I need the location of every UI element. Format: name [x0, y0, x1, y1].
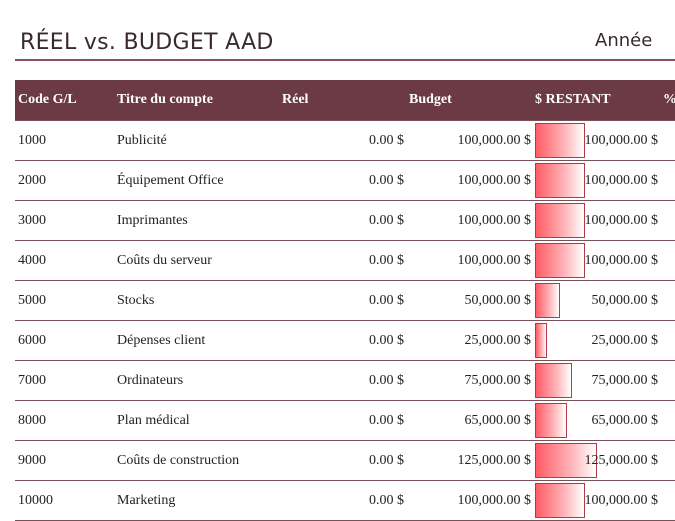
table-body: 1000 Publicité 0.00 $ 100,000.00 $ 100,000.0…	[15, 120, 675, 521]
account-code: 3000	[18, 213, 46, 228]
actual-amount: 0.00 $	[369, 413, 404, 428]
remaining-amount: 75,000.00 $	[591, 373, 659, 388]
account-title: Coûts du serveur	[117, 253, 212, 268]
remaining-amount: 100,000.00 $	[584, 253, 659, 268]
remaining-data-bar	[535, 243, 585, 278]
account-title: Publicité	[117, 133, 167, 148]
budget-amount: 100,000.00 $	[457, 173, 532, 188]
column-header-remaining[interactable]: $ RESTANT	[535, 92, 611, 107]
column-header-actual[interactable]: Réel	[282, 92, 309, 107]
remaining-amount: 100,000.00 $	[584, 133, 659, 148]
budget-amount: 25,000.00 $	[464, 333, 532, 348]
remaining-data-bar	[535, 163, 585, 198]
account-title: Stocks	[117, 293, 155, 308]
remaining-amount: 65,000.00 $	[591, 413, 659, 428]
actual-amount: 0.00 $	[369, 333, 404, 348]
remaining-amount: 100,000.00 $	[584, 213, 659, 228]
table-row[interactable]: 10000 Marketing 0.00 $ 100,000.00 $ 100,000.…	[15, 481, 675, 521]
budget-amount: 125,000.00 $	[457, 453, 532, 468]
remaining-data-bar	[535, 203, 585, 238]
table-row[interactable]: 4000 Coûts du serveur 0.00 $ 100,000.00 $ 10…	[15, 241, 675, 281]
table-row[interactable]: 2000 Équipement Office 0.00 $ 100,000.00 $ 1…	[15, 161, 675, 201]
column-header-account-title[interactable]: Titre du compte	[117, 92, 213, 107]
account-code: 1000	[18, 133, 46, 148]
actual-amount: 0.00 $	[369, 133, 404, 148]
page-title: RÉEL vs. BUDGET AAD	[20, 30, 274, 55]
budget-amount: 100,000.00 $	[457, 253, 532, 268]
actual-amount: 0.00 $	[369, 213, 404, 228]
remaining-data-bar	[535, 443, 597, 478]
budget-amount: 100,000.00 $	[457, 213, 532, 228]
remaining-data-bar	[535, 403, 567, 438]
column-header-code[interactable]: Code G/L	[18, 92, 77, 107]
table-row[interactable]: 3000 Imprimantes 0.00 $ 100,000.00 $ 100,000…	[15, 201, 675, 241]
account-code: 2000	[18, 173, 46, 188]
actual-amount: 0.00 $	[369, 373, 404, 388]
account-title: Équipement Office	[117, 173, 224, 188]
account-code: 9000	[18, 453, 46, 468]
column-header-budget[interactable]: Budget	[409, 92, 452, 107]
budget-amount: 75,000.00 $	[464, 373, 532, 388]
remaining-data-bar	[535, 323, 547, 358]
account-code: 7000	[18, 373, 46, 388]
budget-amount: 100,000.00 $	[457, 133, 532, 148]
column-header-percent[interactable]: %	[663, 92, 675, 108]
account-title: Plan médical	[117, 413, 190, 428]
actual-amount: 0.00 $	[369, 493, 404, 508]
account-title: Imprimantes	[117, 213, 188, 228]
table-row[interactable]: 6000 Dépenses client 0.00 $ 25,000.00 $ 25,0…	[15, 321, 675, 361]
title-divider	[15, 59, 675, 61]
budget-table: Code G/L Titre du compte Réel Budget $ R…	[15, 80, 675, 521]
actual-amount: 0.00 $	[369, 173, 404, 188]
budget-amount: 50,000.00 $	[464, 293, 532, 308]
table-row[interactable]: 9000 Coûts de construction 0.00 $ 125,000.0…	[15, 441, 675, 481]
remaining-amount: 100,000.00 $	[584, 493, 659, 508]
remaining-data-bar	[535, 123, 585, 158]
table-row[interactable]: 5000 Stocks 0.00 $ 50,000.00 $ 50,000.00 $	[15, 281, 675, 321]
remaining-data-bar	[535, 363, 572, 398]
table-row[interactable]: 1000 Publicité 0.00 $ 100,000.00 $ 100,000.0…	[15, 120, 675, 161]
account-code: 5000	[18, 293, 46, 308]
account-title: Ordinateurs	[117, 373, 184, 388]
account-title: Coûts de construction	[117, 453, 240, 468]
actual-amount: 0.00 $	[369, 453, 404, 468]
budget-amount: 100,000.00 $	[457, 493, 532, 508]
account-code: 4000	[18, 253, 46, 268]
budget-amount: 65,000.00 $	[464, 413, 532, 428]
remaining-data-bar	[535, 283, 560, 318]
table-header: Code G/L Titre du compte Réel Budget $ R…	[15, 80, 675, 120]
actual-amount: 0.00 $	[369, 253, 404, 268]
table-row[interactable]: 7000 Ordinateurs 0.00 $ 75,000.00 $ 75,000.0…	[15, 361, 675, 401]
remaining-data-bar	[535, 483, 585, 518]
remaining-amount: 125,000.00 $	[584, 453, 659, 468]
account-code: 8000	[18, 413, 46, 428]
remaining-amount: 25,000.00 $	[591, 333, 659, 348]
account-title: Dépenses client	[117, 333, 206, 348]
account-code: 6000	[18, 333, 46, 348]
year-label[interactable]: Année	[595, 30, 653, 51]
actual-amount: 0.00 $	[369, 293, 404, 308]
account-title: Marketing	[117, 493, 176, 508]
remaining-amount: 50,000.00 $	[591, 293, 659, 308]
account-code: 10000	[18, 493, 53, 508]
table-row[interactable]: 8000 Plan médical 0.00 $ 65,000.00 $ 65,000.…	[15, 401, 675, 441]
remaining-amount: 100,000.00 $	[584, 173, 659, 188]
